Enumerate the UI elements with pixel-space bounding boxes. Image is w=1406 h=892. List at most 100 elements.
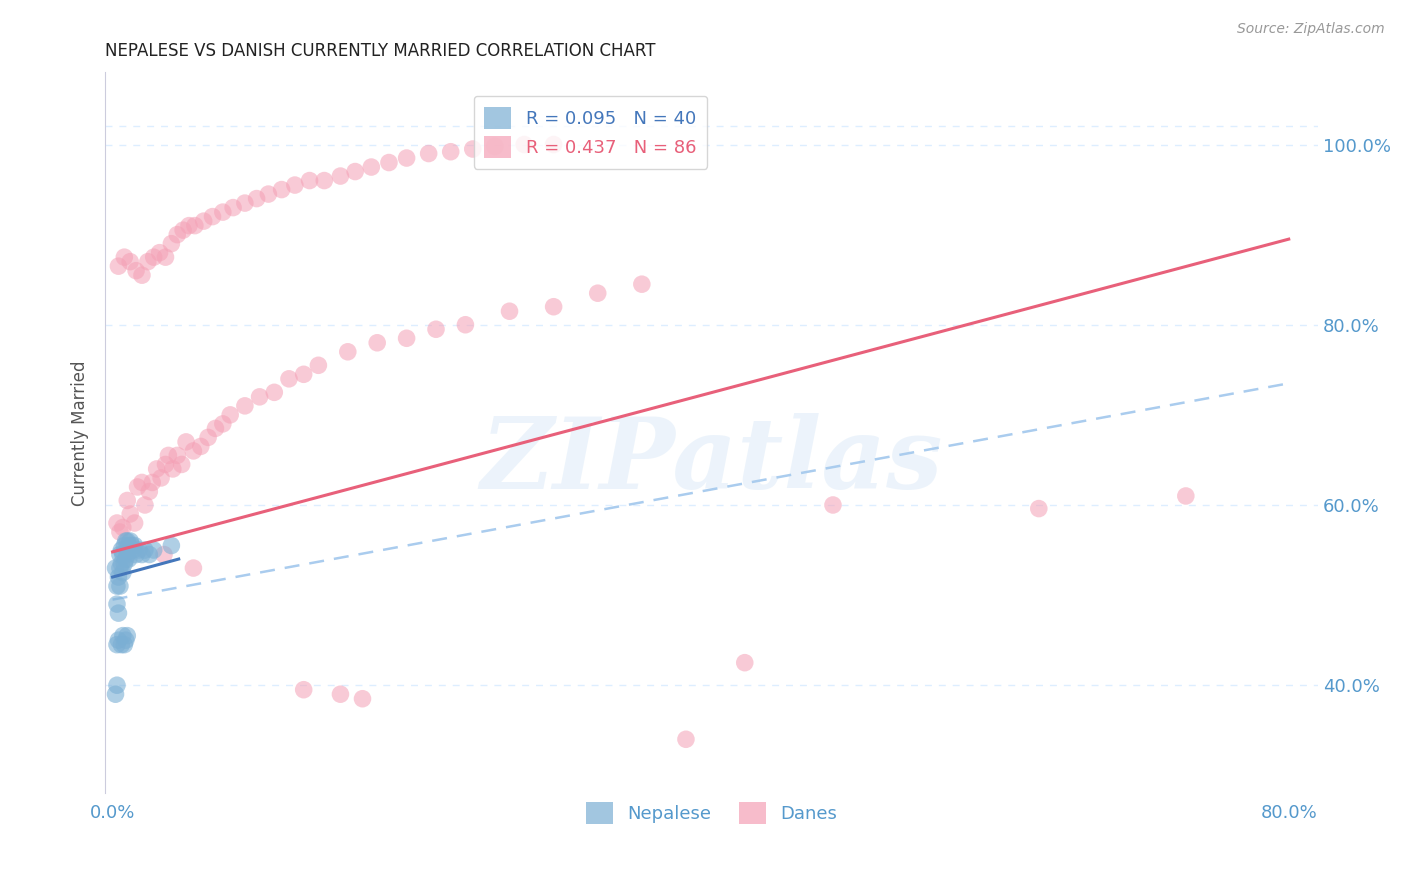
- Point: [263, 385, 285, 400]
- Point: [395, 151, 418, 165]
- Point: [157, 449, 180, 463]
- Point: [270, 183, 292, 197]
- Point: [160, 236, 183, 251]
- Point: [734, 656, 756, 670]
- Point: [675, 732, 697, 747]
- Point: [117, 534, 139, 549]
- Point: [284, 178, 307, 192]
- Point: [162, 462, 184, 476]
- Point: [543, 300, 565, 314]
- Point: [219, 408, 242, 422]
- Point: [233, 399, 256, 413]
- Point: [118, 552, 141, 566]
- Point: [454, 318, 477, 332]
- Point: [292, 368, 315, 382]
- Point: [127, 480, 149, 494]
- Point: [174, 434, 197, 449]
- Point: [117, 629, 139, 643]
- Point: [172, 223, 194, 237]
- Point: [166, 227, 188, 242]
- Point: [131, 268, 153, 283]
- Point: [153, 548, 176, 562]
- Point: [1028, 501, 1050, 516]
- Point: [183, 561, 205, 575]
- Point: [150, 471, 173, 485]
- Point: [170, 458, 193, 472]
- Point: [112, 557, 135, 571]
- Point: [197, 430, 219, 444]
- Point: [122, 543, 145, 558]
- Point: [498, 304, 520, 318]
- Point: [107, 606, 129, 620]
- Point: [114, 633, 136, 648]
- Point: [513, 137, 536, 152]
- Point: [107, 570, 129, 584]
- Text: ZIPatlas: ZIPatlas: [481, 414, 943, 510]
- Point: [134, 543, 156, 558]
- Point: [107, 259, 129, 273]
- Point: [120, 507, 142, 521]
- Point: [111, 566, 134, 580]
- Point: [108, 561, 131, 575]
- Point: [395, 331, 418, 345]
- Legend: Nepalese, Danes: Nepalese, Danes: [575, 791, 848, 835]
- Point: [821, 498, 844, 512]
- Point: [298, 173, 321, 187]
- Point: [278, 372, 301, 386]
- Point: [112, 539, 135, 553]
- Point: [190, 439, 212, 453]
- Point: [112, 638, 135, 652]
- Point: [114, 552, 136, 566]
- Point: [108, 579, 131, 593]
- Point: [211, 417, 233, 431]
- Point: [136, 254, 159, 268]
- Point: [125, 263, 148, 277]
- Point: [110, 638, 132, 652]
- Point: [110, 557, 132, 571]
- Point: [105, 638, 128, 652]
- Point: [125, 548, 148, 562]
- Point: [246, 192, 269, 206]
- Point: [177, 219, 200, 233]
- Point: [183, 444, 205, 458]
- Point: [104, 561, 127, 575]
- Point: [120, 534, 142, 549]
- Point: [112, 250, 135, 264]
- Point: [105, 597, 128, 611]
- Point: [120, 254, 142, 268]
- Point: [307, 359, 329, 373]
- Point: [124, 516, 146, 530]
- Point: [193, 214, 215, 228]
- Point: [211, 205, 233, 219]
- Point: [484, 139, 506, 153]
- Point: [425, 322, 447, 336]
- Point: [117, 548, 139, 562]
- Point: [111, 520, 134, 534]
- Point: [111, 548, 134, 562]
- Point: [329, 169, 352, 183]
- Point: [121, 539, 143, 553]
- Point: [201, 210, 224, 224]
- Point: [440, 145, 463, 159]
- Point: [117, 493, 139, 508]
- Point: [131, 475, 153, 490]
- Point: [329, 687, 352, 701]
- Point: [107, 633, 129, 648]
- Point: [378, 155, 401, 169]
- Point: [543, 137, 565, 152]
- Point: [114, 534, 136, 549]
- Y-axis label: Currently Married: Currently Married: [72, 360, 89, 506]
- Point: [124, 539, 146, 553]
- Point: [105, 678, 128, 692]
- Point: [149, 245, 172, 260]
- Point: [233, 196, 256, 211]
- Point: [141, 475, 163, 490]
- Point: [142, 543, 165, 558]
- Point: [138, 484, 160, 499]
- Point: [138, 548, 160, 562]
- Point: [145, 462, 167, 476]
- Point: [105, 516, 128, 530]
- Point: [461, 142, 484, 156]
- Point: [631, 277, 654, 292]
- Point: [184, 219, 207, 233]
